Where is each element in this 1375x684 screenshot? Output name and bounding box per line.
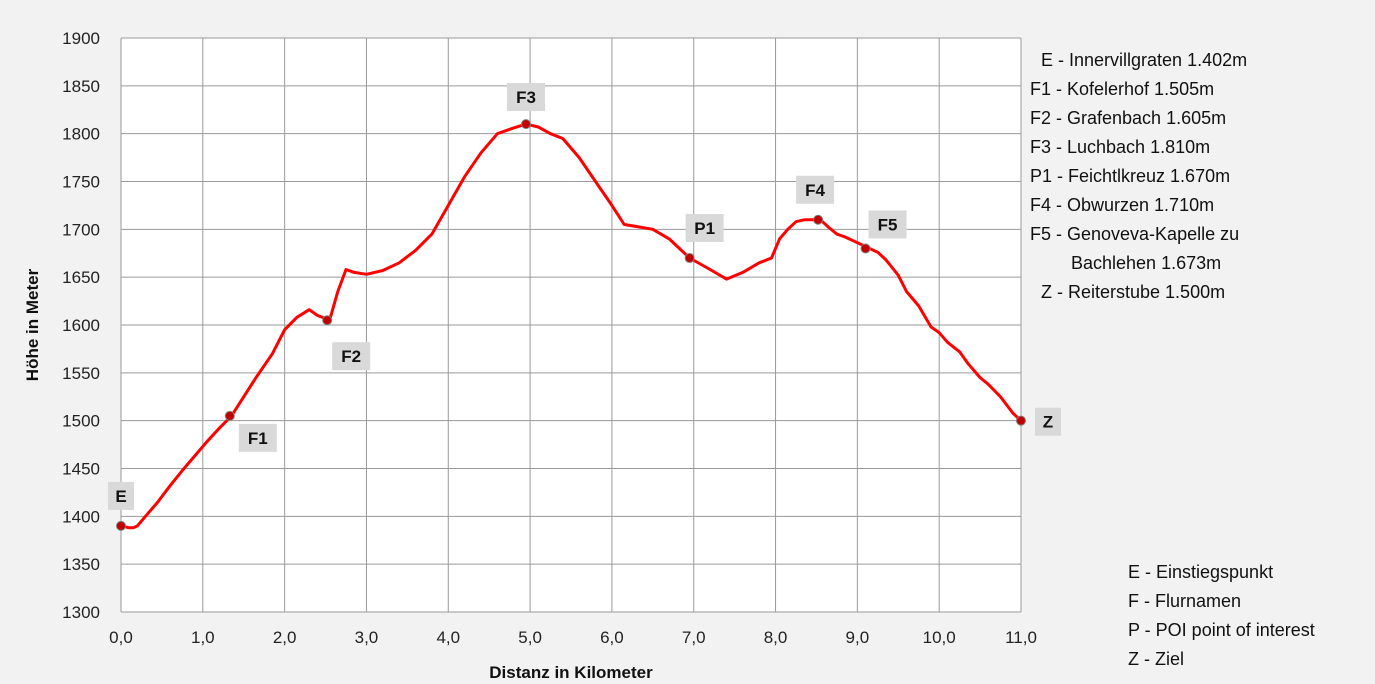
marker-label-bg-z [1035,407,1061,436]
x-axis-title: Distanz in Kilometer [489,663,653,682]
x-tick-label: 7,0 [682,628,706,647]
legend-point-e: E - Innervillgraten 1.402m [1041,50,1248,70]
marker-p1 [684,253,695,264]
x-tick-label: 10,0 [923,628,956,647]
y-tick-label: 1400 [62,507,100,526]
y-tick-label: 1700 [62,220,100,239]
x-tick-label: 3,0 [355,628,379,647]
y-tick-label: 1800 [62,125,100,144]
legend-abbrev-e: E - Einstiegspunkt [1128,562,1274,582]
marker-f3 [521,119,531,130]
marker-label-bg-f4 [796,175,835,204]
y-tick-label: 1500 [62,412,100,431]
legend-abbrev-z: Z - Ziel [1128,649,1184,669]
legend-abbrev-f: F - Flurnamen [1128,591,1242,611]
y-tick-label: 1850 [62,77,100,96]
y-tick-label: 1350 [62,555,100,574]
legend-point-f2: F2 - Grafenbach 1.605m [1030,108,1227,128]
marker-e [116,520,126,531]
legend-point-f5: F5 - Genoveva-Kapelle zu [1030,224,1240,244]
x-tick-label: 9,0 [846,628,870,647]
marker-label-f1: F1 [248,429,268,448]
y-tick-label: 1300 [62,603,100,622]
x-tick-label: 2,0 [273,628,297,647]
gridlines [120,37,1022,613]
elevation-series [120,122,1023,530]
x-tick-label: 4,0 [436,628,460,647]
y-tick-label: 1600 [62,316,100,335]
marker-label-f2: F2 [341,347,361,366]
legend-point-f5-cont: Bachlehen 1.673m [1071,253,1222,273]
point-markers: E F1 F2 F3 P1 F4 F5 Z [108,83,1061,531]
marker-label-bg-f5 [868,210,907,239]
y-tick-label: 1900 [62,29,100,48]
y-axis-ticks: 1300 1350 1400 1450 1500 1550 1600 1650 1700 1750… [62,29,100,622]
marker-label-p1: P1 [694,219,715,238]
marker-label-bg-f2 [332,342,371,371]
legend-point-f4: F4 - Obwurzen 1.710m [1030,195,1215,215]
y-axis-title: Höhe in Meter [23,268,42,381]
marker-label-e: E [115,487,126,506]
point-legend: E - Innervillgraten 1.402m F1 - Kofelerh… [1030,46,1247,307]
marker-label-bg-f3 [507,83,545,112]
y-tick-label: 1650 [62,268,100,287]
x-tick-label: 1,0 [191,628,215,647]
x-tick-label: 5,0 [518,628,542,647]
marker-label-f3: F3 [516,88,536,107]
legend-abbrev-p: P - POI point of interest [1128,620,1315,640]
marker-f2 [322,315,333,326]
marker-label-bg-f1 [238,423,277,452]
legend-point-f1: F1 - Kofelerhof 1.505m [1030,79,1215,99]
marker-f5 [860,243,871,254]
y-tick-label: 1750 [62,173,100,192]
marker-label-f5: F5 [878,215,898,234]
marker-label-f4: F4 [805,181,825,200]
marker-label-z: Z [1043,413,1053,432]
y-tick-label: 1450 [62,460,100,479]
elevation-line [120,122,1023,530]
abbreviation-legend: E - Einstiegspunkt F - Flurnamen P - POI… [1128,558,1315,674]
marker-f4 [813,214,824,225]
legend-point-z: Z - Reiterstube 1.500m [1041,282,1226,302]
legend-point-f3: F3 - Luchbach 1.810m [1030,137,1211,157]
marker-z [1016,415,1026,426]
x-tick-label: 6,0 [600,628,624,647]
marker-label-bg-p1 [685,214,724,243]
x-axis-ticks: 0,0 1,0 2,0 3,0 4,0 5,0 6,0 7,0 8,0 9,0 10,0 11,0 [109,628,1037,647]
legend-point-p1: P1 - Feichtlkreuz 1.670m [1030,166,1231,186]
x-tick-label: 11,0 [1005,628,1037,647]
x-tick-label: 0,0 [109,628,133,647]
marker-f1 [224,410,235,421]
marker-label-bg-e [108,481,134,510]
x-tick-label: 8,0 [764,628,788,647]
y-tick-label: 1550 [62,364,100,383]
